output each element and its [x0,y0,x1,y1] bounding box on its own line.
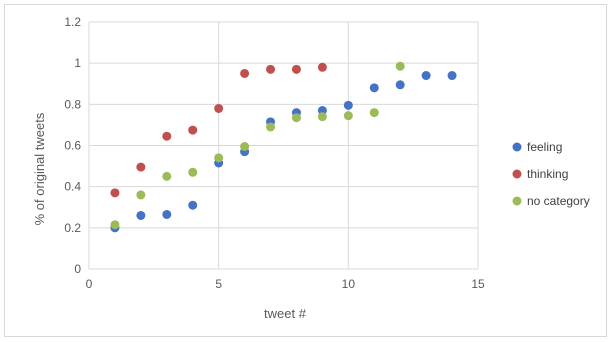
point-no-category [136,190,146,200]
y-tick-label: 0 [74,262,81,276]
point-no-category [188,167,198,177]
y-tick-label: 1 [74,56,81,70]
point-feeling [343,100,353,110]
point-feeling [136,210,146,220]
x-tick-label: 0 [86,277,93,291]
x-tick-label: 5 [215,277,222,291]
point-no-category [343,111,353,121]
data-points [110,61,457,233]
legend-marker-thinking [512,169,522,179]
y-tick-label: 0.6 [64,139,81,153]
point-no-category [395,61,405,71]
legend-marker-feeling [512,142,522,152]
point-thinking [317,62,327,72]
x-tick-label: 15 [471,277,485,291]
x-axis-ticks: 0 5 10 15 [86,277,485,291]
chart-frame [4,4,607,337]
y-tick-label: 1.2 [64,15,81,29]
point-thinking [162,131,172,141]
point-thinking [266,64,276,74]
point-thinking [110,188,120,198]
point-feeling [162,209,172,219]
point-feeling [188,200,198,210]
point-no-category [369,108,379,118]
legend-label: feeling [527,140,562,154]
point-no-category [266,122,276,132]
point-feeling [447,71,457,81]
legend: feeling thinking no category [512,140,590,208]
point-no-category [214,153,224,163]
legend-label: thinking [527,167,568,181]
y-axis-title: % of original tweets [32,112,47,225]
point-feeling [317,106,327,116]
y-tick-label: 0.4 [64,180,81,194]
legend-marker-no-category [512,196,522,206]
point-feeling [395,80,405,90]
y-tick-label: 0.2 [64,221,81,235]
point-no-category [162,171,172,181]
point-thinking [214,103,224,113]
point-no-category [317,112,327,122]
point-thinking [136,162,146,172]
x-axis-title: tweet # [264,306,307,321]
point-no-category [110,220,120,230]
point-feeling [421,71,431,81]
point-thinking [240,68,250,78]
x-tick-label: 10 [342,277,356,291]
y-tick-label: 0.8 [64,97,81,111]
legend-label: no category [527,194,590,208]
gridlines [88,21,479,270]
point-thinking [291,64,301,74]
point-feeling [369,83,379,93]
point-no-category [240,142,250,152]
y-axis-ticks: 0 0.2 0.4 0.6 0.8 1 1.2 [64,15,81,276]
point-no-category [291,113,301,123]
point-thinking [188,125,198,135]
